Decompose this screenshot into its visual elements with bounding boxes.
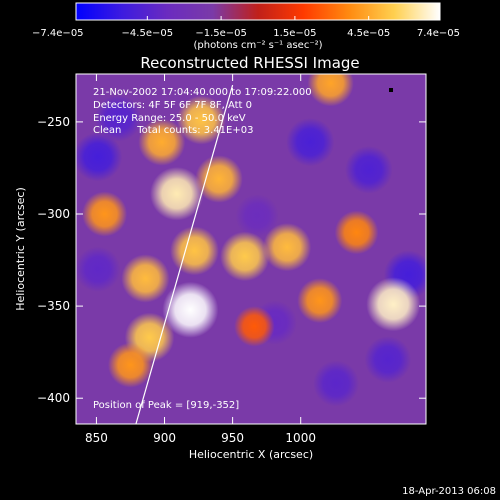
peak-marker [389,88,393,92]
heatmap-blob [364,336,412,383]
heatmap-blob [307,74,354,107]
heatmap-blob [121,254,170,303]
heatmap-blob [76,132,123,182]
x-axis-label: Heliocentric X (arcsec) [189,448,313,461]
y-axis-label: Heliocentric Y (arcsec) [14,187,27,311]
heatmap-blob [170,226,219,276]
colorbar-tick-label: −1.5e−05 [195,28,247,39]
x-tick-label: 850 [85,431,108,445]
chart-title: Reconstructed RHESSI Image [140,54,359,72]
heatmap-blob [366,277,421,332]
colorbar-gradient [76,3,440,20]
colorbar-tick-label: −4.5e−05 [122,28,174,39]
heatmap-blob [94,94,142,142]
heatmap-blob [334,210,379,255]
x-axis: 850 900 950 1000 [85,74,316,445]
y-tick-label: −350 [37,299,70,313]
annotation-block: 21-Nov-2002 17:04:40.000 to 17:09:22.000… [93,87,312,411]
colorbar-tick-label: −7.4e−05 [32,28,84,39]
heatmap-blob [138,118,186,166]
heatmap-blob [345,146,393,194]
heatmap-blob [262,223,312,272]
colorbar-frame [75,2,441,21]
x-tick-label: 900 [153,431,176,445]
y-tick-label: −400 [37,391,70,405]
heatmap-blob [220,231,270,282]
annotation-clean-counts: Clean Total counts: 3.41E+03 [93,125,253,136]
colorbar: −7.4e−05 −4.5e−05 −1.5e−05 1.5e−05 4.5e−05 7.… [32,2,460,51]
heatmap-blobs [76,74,426,407]
heatmap-blob [234,306,275,347]
heatmap-blob [235,194,279,238]
colorbar-tick-label: 7.4e−05 [417,28,460,39]
x-tick-label: 950 [221,431,244,445]
plot-frame [75,73,427,425]
annotation-time-range: 21-Nov-2002 17:04:40.000 to 17:09:22.000 [93,87,312,98]
y-axis: −250 −300 −350 −400 [37,115,426,405]
annotation-energy-range: Energy Range: 25.0 - 50.0 keV [93,113,246,124]
plot-area: 21-Nov-2002 17:04:40.000 to 17:09:22.000… [75,73,427,425]
colorbar-unit-label: (photons cm⁻² s⁻¹ asec⁻²) [193,40,322,51]
y-tick-label: −250 [37,115,70,129]
heatmap-blob [150,167,204,221]
annotation-detectors: Detectors: 4F 5F 6F 7F 8F, Att 0 [93,100,252,111]
heatmap-blob [76,246,121,292]
heatmap-blob [176,95,226,145]
heatmap-blob [82,191,128,237]
y-tick-label: −300 [37,207,70,221]
heatmap-blob [107,342,153,388]
heatmap-blob [297,278,343,324]
colorbar-tick-label: 1.5e−05 [273,28,316,39]
heatmap-blob [313,360,360,407]
colorbar-tick-label: 4.5e−05 [347,28,390,39]
heatmap-blob [286,118,335,167]
timestamp: 18-Apr-2013 06:08 [402,486,496,497]
x-tick-label: 1000 [285,431,316,445]
heatmap-blob [162,281,219,338]
heatmap-blob [195,155,243,203]
annotation-peak-position: Position of Peak = [919,-352] [93,400,239,411]
solar-limb-line [135,84,234,424]
colorbar-ticks: −7.4e−05 −4.5e−05 −1.5e−05 1.5e−05 4.5e−05 7.… [32,16,460,39]
